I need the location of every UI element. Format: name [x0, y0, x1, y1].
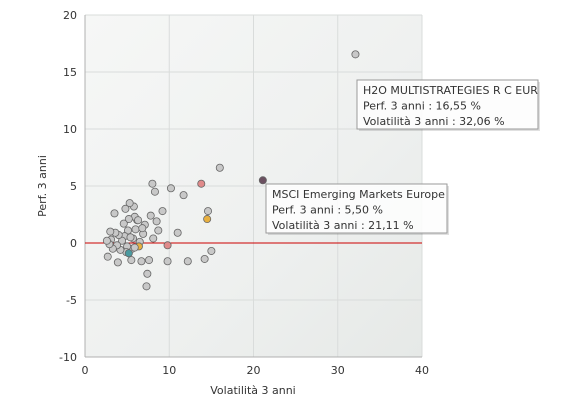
- x-tick-label: 0: [82, 364, 89, 377]
- data-point[interactable]: [152, 217, 161, 226]
- tooltip-box: [356, 79, 539, 130]
- tooltip-line: Perf. 3 anni : 16,55 %: [363, 100, 481, 113]
- data-point[interactable]: [145, 256, 154, 265]
- data-point[interactable]: [103, 252, 112, 261]
- tooltip: MSCI Emerging Markets Europe Perf. 3 anni…: [265, 183, 449, 235]
- x-axis-ticks: 0 10 20 30 40: [82, 364, 430, 377]
- tooltip-line: Volatilità 3 anni : 21,11 %: [272, 219, 414, 232]
- data-point[interactable]: [179, 191, 188, 200]
- data-point[interactable]: [258, 176, 267, 185]
- data-point[interactable]: [125, 199, 134, 208]
- tooltip: H2O MULTISTRATEGIES R C EUR Perf. 3 anni …: [356, 79, 540, 131]
- data-point[interactable]: [204, 207, 213, 216]
- data-point[interactable]: [130, 243, 139, 252]
- data-point[interactable]: [148, 179, 157, 188]
- data-point[interactable]: [138, 224, 147, 233]
- data-point[interactable]: [183, 257, 192, 266]
- x-tick-label: 20: [247, 364, 261, 377]
- y-axis-title: Perf. 3 anni: [36, 155, 49, 217]
- tooltip-line: Volatilità 3 anni : 32,06 %: [363, 115, 505, 128]
- data-point[interactable]: [173, 228, 182, 237]
- data-point[interactable]: [126, 233, 135, 242]
- data-point[interactable]: [203, 215, 212, 224]
- data-point[interactable]: [351, 50, 360, 59]
- data-point[interactable]: [119, 219, 128, 228]
- data-point[interactable]: [150, 187, 159, 196]
- y-tick-label: 15: [63, 66, 77, 79]
- y-axis-ticks: -10 -5 0 5 10 15 20: [59, 9, 77, 364]
- y-tick-label: -10: [59, 351, 77, 364]
- y-tick-label: 0: [70, 237, 77, 250]
- data-point[interactable]: [166, 184, 175, 193]
- data-point[interactable]: [113, 258, 122, 267]
- data-point[interactable]: [110, 209, 119, 218]
- tooltips: H2O MULTISTRATEGIES R C EUR Perf. 3 anni …: [265, 79, 540, 235]
- x-tick-label: 40: [415, 364, 429, 377]
- x-axis-title: Volatilità 3 anni: [210, 384, 295, 397]
- data-point[interactable]: [127, 256, 136, 265]
- data-point[interactable]: [149, 234, 158, 243]
- x-tick-label: 30: [331, 364, 345, 377]
- data-point[interactable]: [142, 282, 151, 291]
- tooltip-line: Perf. 3 anni : 5,50 %: [272, 204, 383, 217]
- data-point[interactable]: [124, 215, 133, 224]
- data-point[interactable]: [106, 227, 115, 236]
- data-point[interactable]: [131, 225, 140, 234]
- data-point[interactable]: [163, 241, 172, 250]
- data-point[interactable]: [163, 257, 172, 266]
- x-tick-label: 10: [162, 364, 176, 377]
- data-point[interactable]: [143, 269, 152, 278]
- data-point[interactable]: [134, 216, 143, 225]
- data-point[interactable]: [102, 236, 111, 245]
- y-tick-label: -5: [66, 294, 77, 307]
- y-tick-label: 5: [70, 180, 77, 193]
- data-point[interactable]: [124, 249, 133, 258]
- data-point[interactable]: [137, 257, 146, 266]
- tooltip-title: H2O MULTISTRATEGIES R C EUR: [363, 84, 538, 97]
- data-point[interactable]: [146, 211, 155, 220]
- data-point[interactable]: [121, 204, 130, 213]
- tooltip-box: [265, 183, 448, 234]
- y-tick-label: 10: [63, 123, 77, 136]
- data-point[interactable]: [158, 207, 167, 216]
- data-point[interactable]: [197, 179, 206, 188]
- data-point[interactable]: [207, 246, 216, 255]
- data-point[interactable]: [200, 254, 209, 263]
- tooltip-title: MSCI Emerging Markets Europe: [272, 188, 445, 201]
- data-points: [102, 50, 360, 291]
- data-point[interactable]: [215, 163, 224, 172]
- y-tick-label: 20: [63, 9, 77, 22]
- data-point[interactable]: [154, 226, 163, 235]
